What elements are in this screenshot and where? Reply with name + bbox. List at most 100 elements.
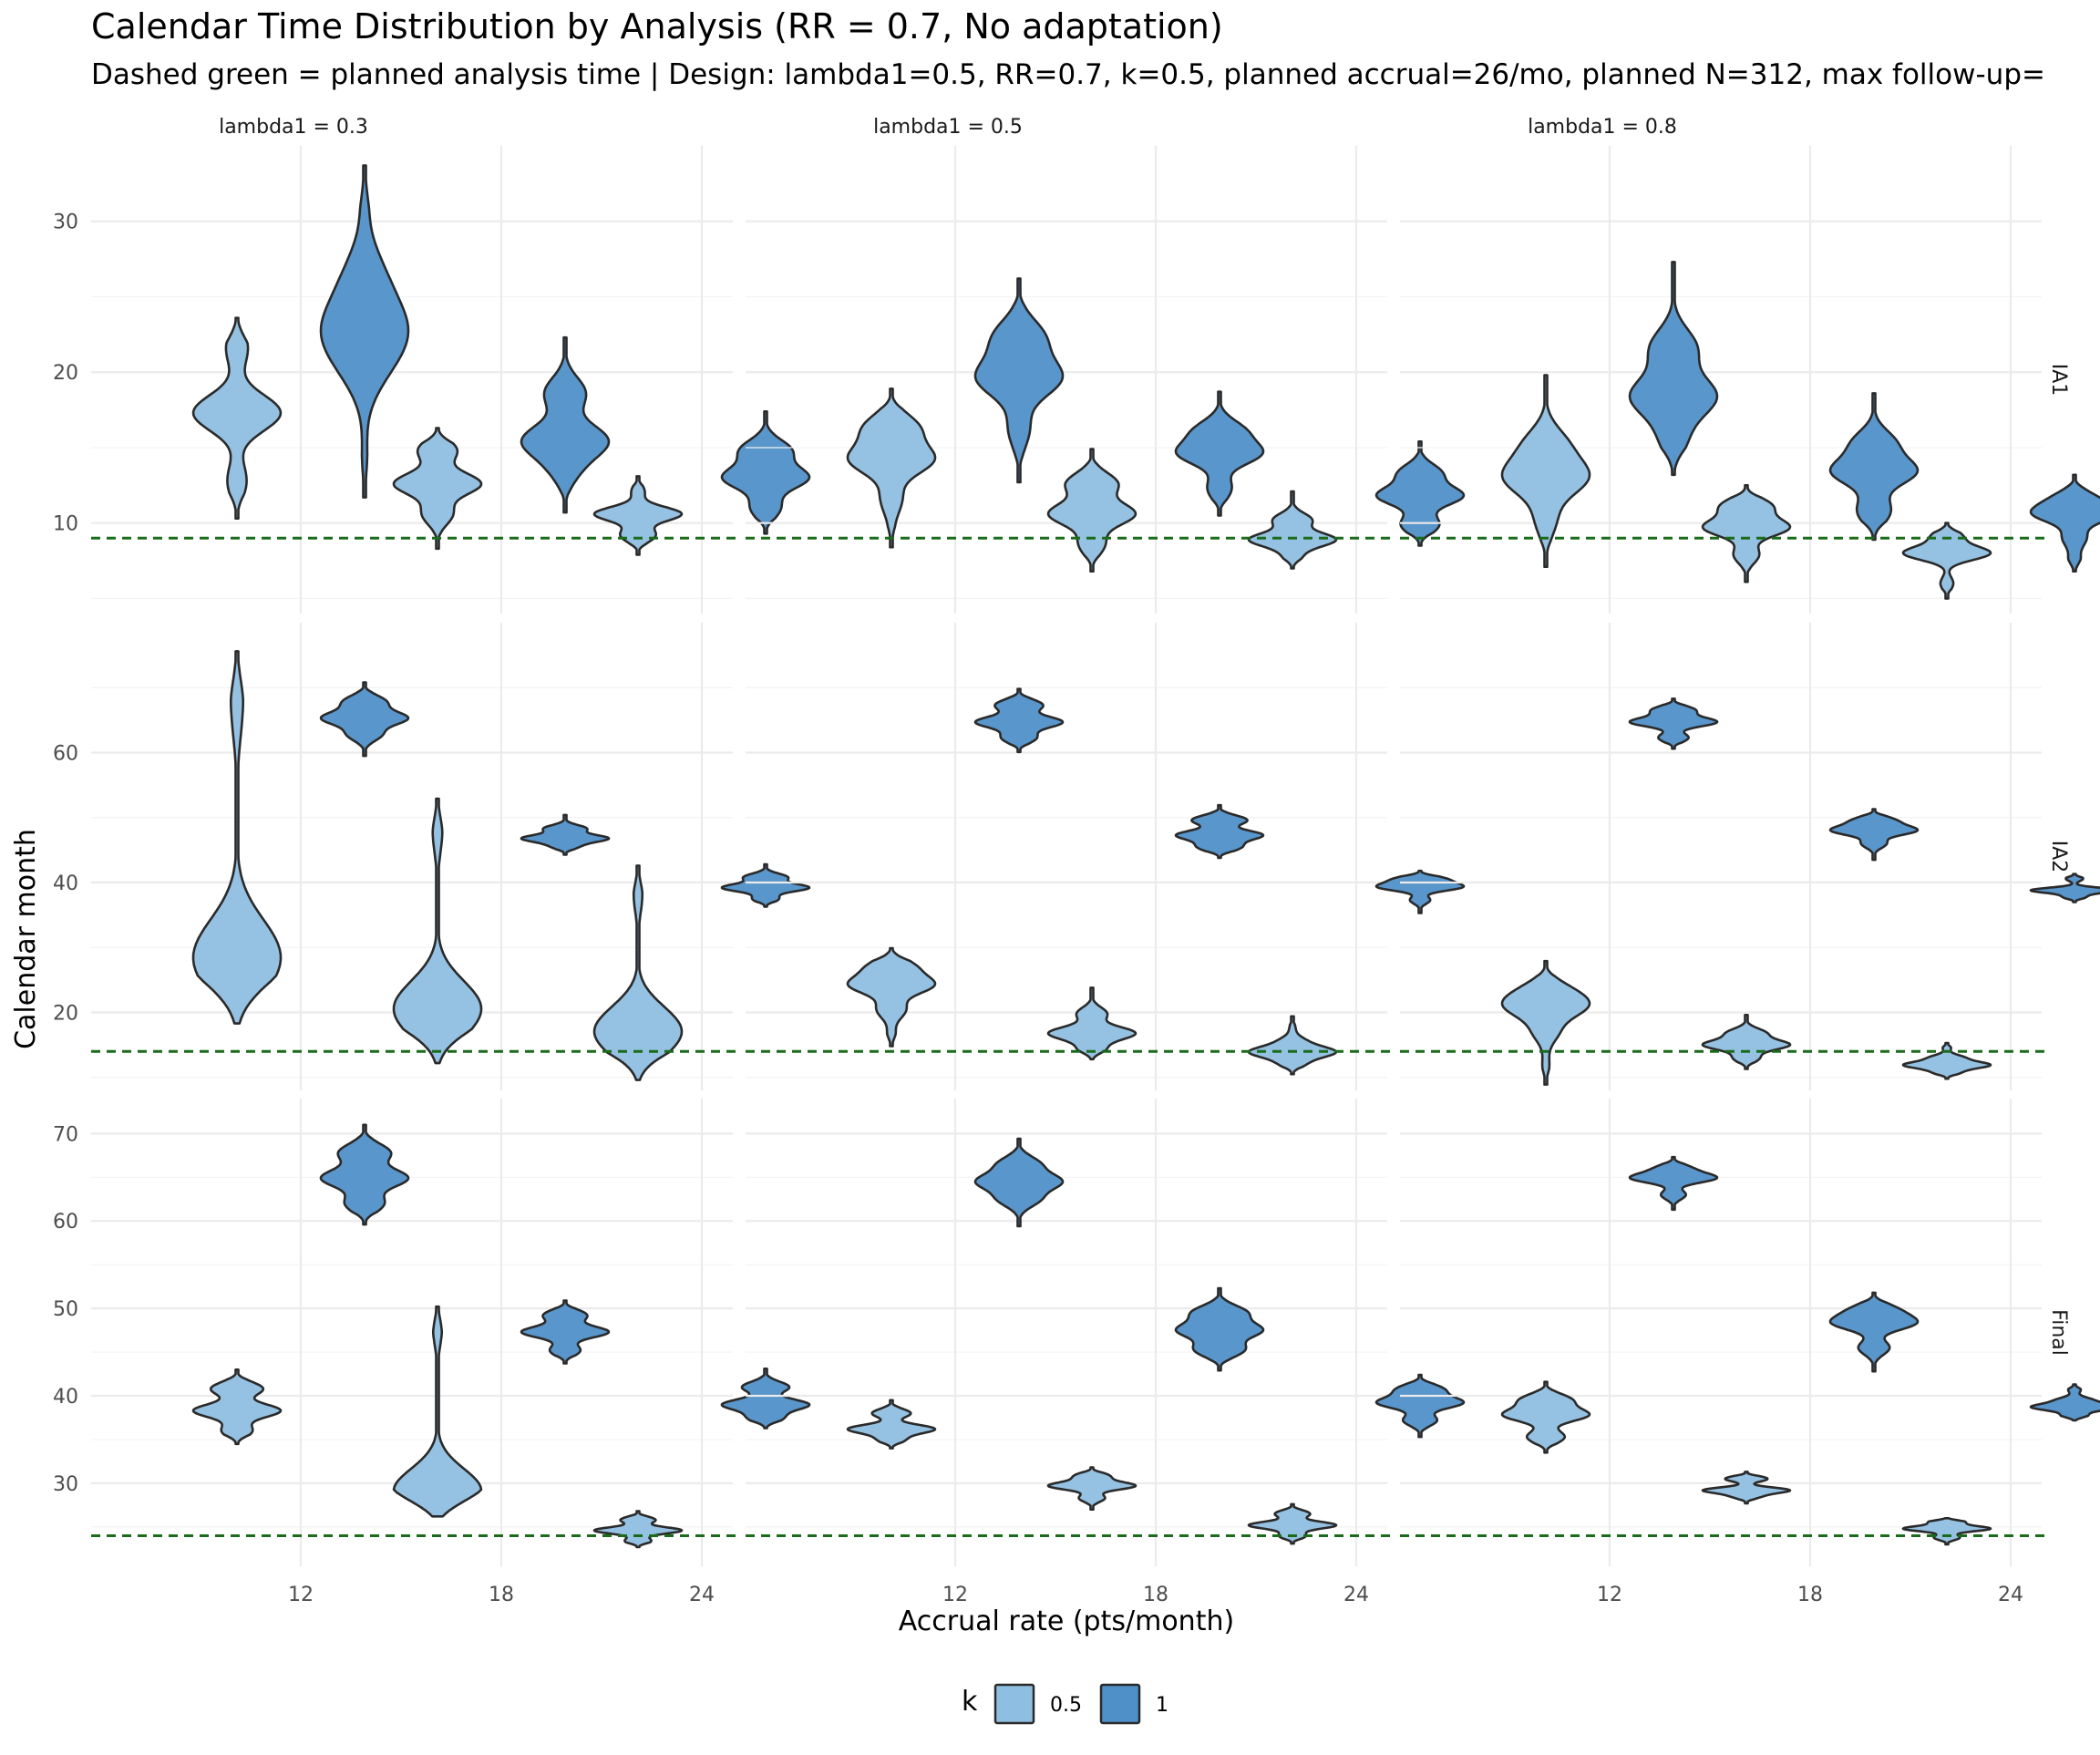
violin-accrual12-k1 [319,681,410,758]
violin-accrual24-k05 [1247,1502,1338,1545]
violin-accrual24-k05 [1247,490,1338,570]
violin-accrual18-k1 [1174,803,1265,860]
violin-accrual24-k1 [720,1368,811,1430]
y-tick-label: 20 [53,362,78,385]
violin-accrual18-k1 [1174,1286,1265,1372]
x-axis-title: Accrual rate (pts/month) [899,1605,1234,1637]
violin-accrual24-k05 [1901,1517,1992,1546]
legend-label-k1: 1 [1156,1694,1168,1717]
panel-ia2-col3 [1400,623,2100,1090]
violin-accrual24-k1 [720,410,811,535]
violin-accrual24-k05 [1901,521,1992,600]
violin-accrual12-k05 [191,316,283,520]
column-strip-1: lambda1 = 0.3 [219,116,368,139]
violin-accrual12-k05 [1500,959,1591,1086]
panel-final-col3 [1400,1099,2100,1566]
legend-title: k [962,1686,978,1718]
y-tick-label: 10 [53,513,78,536]
violin-accrual12-k05 [846,387,937,549]
column-strip-3: lambda1 = 0.8 [1528,116,1677,139]
row-strip-ia2: IA2 [2047,841,2070,873]
violin-accrual12-k1 [319,1123,410,1226]
violin-accrual24-k05 [592,475,684,556]
x-tick-label: 18 [1143,1584,1168,1606]
x-tick-label: 18 [1797,1584,1823,1606]
panel-ia1-col1 [91,146,811,614]
y-tick-label: 20 [53,1003,78,1026]
column-strip-2: lambda1 = 0.5 [873,116,1023,139]
row-strip-ia1: IA1 [2047,364,2070,397]
violin-accrual12-k05 [191,650,283,1025]
legend: k 0.5 1 [962,1683,1168,1725]
row-strip-final: Final [2047,1309,2070,1356]
violin-accrual24-k1 [2029,872,2100,903]
violin-accrual18-k1 [520,813,611,856]
facet-panels: IA1 10 20 30 IA2 20 40 60 Final 30 40 50 60 70 lambda1… [53,116,2100,1606]
violin-accrual18-k05 [392,427,483,551]
violin-accrual18-k05 [392,1305,483,1518]
violin-accrual12-k05 [846,946,937,1048]
violin-accrual24-k1 [2029,473,2100,573]
x-tick-label: 24 [1998,1584,2023,1606]
violin-accrual24-k05 [1901,1041,1992,1080]
y-tick-label: 40 [53,1386,78,1409]
legend-swatch-k05 [993,1683,1035,1725]
violin-accrual12-k1 [1628,697,1719,750]
violin-accrual12-k05 [191,1368,283,1446]
violin-accrual18-k05 [1701,484,1792,583]
violin-accrual18-k05 [1046,1466,1138,1511]
x-tick-label: 24 [1343,1584,1369,1606]
violin-accrual18-k05 [1046,448,1138,573]
panel-final-col2 [746,1099,1466,1566]
violin-accrual12-k1 [319,164,410,499]
violin-accrual24-k1 [1374,1373,1466,1439]
violin-accrual18-k1 [1174,390,1265,517]
panel-ia2-col2 [746,623,1466,1090]
panel-ia2-col1 [91,623,811,1090]
violin-accrual18-k1 [1828,1291,1920,1373]
violin-accrual18-k05 [1046,986,1138,1061]
x-tick-label: 12 [288,1584,314,1606]
violin-accrual12-k1 [1628,1155,1719,1212]
y-tick-label: 40 [53,872,78,895]
violin-accrual12-k05 [1500,374,1591,568]
violin-accrual24-k1 [720,862,811,908]
x-tick-label: 24 [689,1584,715,1606]
chart-subtitle: Dashed green = planned analysis time | D… [91,58,2045,91]
x-tick-label: 12 [942,1584,968,1606]
x-tick-label: 12 [1597,1584,1622,1606]
legend-label-k05: 0.5 [1050,1694,1082,1717]
violin-accrual12-k1 [1628,261,1719,477]
y-tick-label: 60 [53,1211,78,1234]
y-tick-label: 60 [53,743,78,766]
legend-swatch-k1 [1099,1683,1141,1725]
violin-accrual24-k05 [592,864,684,1081]
y-tick-label: 70 [53,1123,78,1146]
violin-accrual12-k1 [973,687,1065,754]
violin-accrual18-k1 [520,1299,611,1365]
y-tick-label: 50 [53,1298,78,1321]
chart-title: Calendar Time Distribution by Analysis (… [91,6,1223,46]
y-tick-label: 30 [53,1473,78,1496]
violin-accrual24-k1 [1374,869,1466,914]
violin-accrual18-k1 [1828,808,1920,862]
violin-accrual12-k1 [973,1137,1065,1228]
y-tick-label: 30 [53,212,78,234]
violin-accrual18-k05 [392,797,483,1065]
violin-accrual24-k05 [592,1510,684,1549]
y-axis-title: Calendar month [10,829,42,1049]
violin-accrual18-k05 [1701,1471,1792,1505]
panel-ia1-col2 [746,146,1466,614]
violin-accrual18-k05 [1701,1014,1792,1070]
violin-accrual12-k05 [1500,1380,1591,1454]
panel-final-col1 [91,1099,811,1566]
violin-accrual18-k1 [1828,392,1920,542]
violin-accrual24-k1 [2029,1383,2100,1422]
violin-accrual18-k1 [520,336,611,514]
panel-ia1-col3 [1400,146,2100,614]
x-tick-label: 18 [489,1584,514,1606]
violin-accrual24-k05 [1247,1015,1338,1076]
violin-accrual12-k1 [973,277,1065,484]
